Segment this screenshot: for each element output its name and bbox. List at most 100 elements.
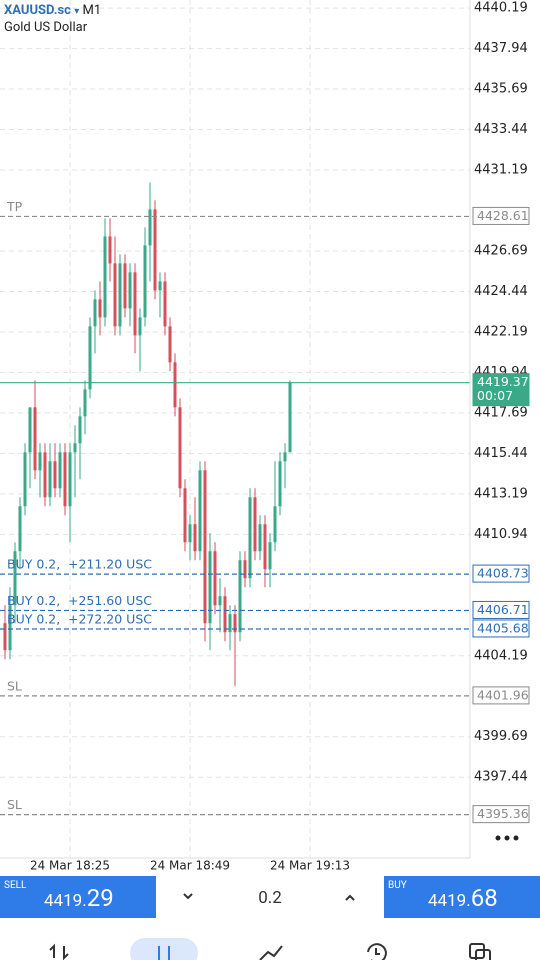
y-tick-label: 4433.44 — [474, 122, 528, 137]
candle-body — [33, 407, 37, 471]
candle-body — [118, 263, 122, 327]
x-tick-label: 24 Mar 18:49 — [150, 859, 230, 873]
lot-size[interactable]: 0.2 — [258, 888, 282, 908]
nav-history[interactable] — [367, 943, 387, 960]
candle-body — [278, 461, 282, 507]
candle-body — [203, 470, 207, 624]
line-tag: SL — [7, 678, 22, 693]
candle-body — [243, 560, 247, 579]
line-profit: +251.60 USC — [68, 593, 152, 608]
price-tag-box — [472, 619, 530, 638]
price-tag-box — [472, 805, 530, 824]
candle-body — [73, 443, 77, 453]
candle-body — [173, 362, 177, 408]
candle-body — [288, 382, 292, 453]
y-tick-label: 4397.44 — [474, 770, 528, 785]
candle-body — [133, 272, 137, 336]
x-tick-label: 24 Mar 18:25 — [30, 859, 110, 873]
price-tag: 4419.37 — [477, 374, 529, 389]
candle-body — [88, 326, 92, 390]
nav-trade[interactable] — [259, 945, 283, 960]
y-tick-label: 4410.94 — [474, 527, 528, 542]
buy-price-big: 68 — [470, 884, 498, 912]
candle-body — [138, 317, 142, 336]
timeframe[interactable]: M1 — [82, 3, 102, 18]
lot-increase[interactable] — [345, 894, 355, 901]
candle-body — [43, 452, 47, 498]
y-tick-label: 4417.69 — [474, 405, 528, 420]
candle-body — [3, 623, 7, 651]
buy-button[interactable]: BUY 4419.68 — [384, 876, 540, 918]
price-tag: 4408.73 — [477, 566, 529, 581]
candle-body — [248, 497, 252, 579]
line-profit: +272.20 USC — [68, 611, 152, 626]
candle-body — [38, 452, 42, 471]
y-tick-label: 4404.19 — [474, 648, 528, 663]
candle-body — [228, 614, 232, 633]
line-profit: +211.20 USC — [68, 557, 152, 572]
description: Gold US Dollar — [4, 20, 88, 35]
y-tick-label: 4399.69 — [474, 729, 528, 744]
y-tick-label: 4413.19 — [474, 486, 528, 501]
candle-body — [238, 560, 242, 633]
sell-button[interactable]: SELL 4419.29 — [0, 876, 156, 918]
buy-price-main: 4419. — [428, 891, 471, 911]
candle-body — [18, 506, 22, 552]
candle-body — [63, 452, 67, 507]
y-tick-label: 4415.44 — [474, 446, 528, 461]
line-tag: BUY 0.2, — [7, 557, 60, 572]
nav-chart-icon — [158, 946, 170, 960]
sell-label: SELL — [4, 880, 27, 891]
candle-body — [68, 452, 72, 507]
header: XAUUSD.sc ▾ M1 Gold US Dollar — [4, 3, 101, 36]
candle-body — [268, 542, 272, 570]
price-tag: 4401.96 — [477, 687, 529, 702]
price-tag: 4405.68 — [477, 620, 529, 635]
y-tick-label: 4440.19 — [474, 1, 528, 16]
candle-body — [233, 614, 237, 633]
candle-body — [123, 263, 127, 309]
x-tick-label: 24 Mar 19:13 — [270, 859, 350, 873]
candle-body — [48, 461, 52, 498]
y-tick-label: 4435.69 — [474, 82, 528, 97]
candle-body — [53, 461, 57, 489]
bottom-nav — [49, 938, 491, 960]
candle-body — [103, 236, 107, 318]
symbol[interactable]: XAUUSD.sc — [4, 3, 71, 18]
candle-body — [78, 416, 82, 444]
lot-stepper: 0.2 — [156, 876, 384, 918]
y-tick-label: 4422.19 — [474, 324, 528, 339]
y-tick-label: 4424.44 — [474, 284, 528, 299]
line-tag: BUY 0.2, — [7, 611, 60, 626]
candle-body — [188, 524, 192, 543]
candle-body — [193, 524, 197, 552]
candle-body — [168, 326, 172, 363]
y-tick-label: 4437.94 — [474, 41, 528, 56]
candle-body — [93, 299, 97, 327]
price-tag-box — [472, 564, 530, 583]
price-tag-box — [472, 600, 530, 619]
sell-price: 4419.29 — [44, 884, 114, 912]
candle-body — [113, 263, 117, 327]
candle-body — [183, 488, 187, 543]
sell-price-main: 4419. — [44, 891, 87, 911]
more-button[interactable] — [495, 835, 519, 841]
candle-body — [58, 452, 62, 489]
line-tag: SL — [7, 797, 22, 812]
candle-body — [28, 407, 32, 453]
candle-body — [208, 551, 212, 624]
nav-chart[interactable] — [130, 938, 198, 960]
countdown: 00:07 — [477, 388, 513, 403]
price-tag-box — [472, 373, 530, 407]
candle-body — [148, 209, 152, 246]
candle-body — [13, 551, 17, 606]
price-tag: 4395.36 — [477, 806, 529, 821]
candle-body — [128, 272, 132, 309]
candle-body — [8, 605, 12, 651]
candle-body — [213, 551, 217, 606]
lot-decrease[interactable] — [183, 893, 193, 900]
candle-body — [198, 470, 202, 552]
price-tag: 4406.71 — [477, 602, 529, 617]
nav-quotes[interactable] — [49, 943, 69, 960]
